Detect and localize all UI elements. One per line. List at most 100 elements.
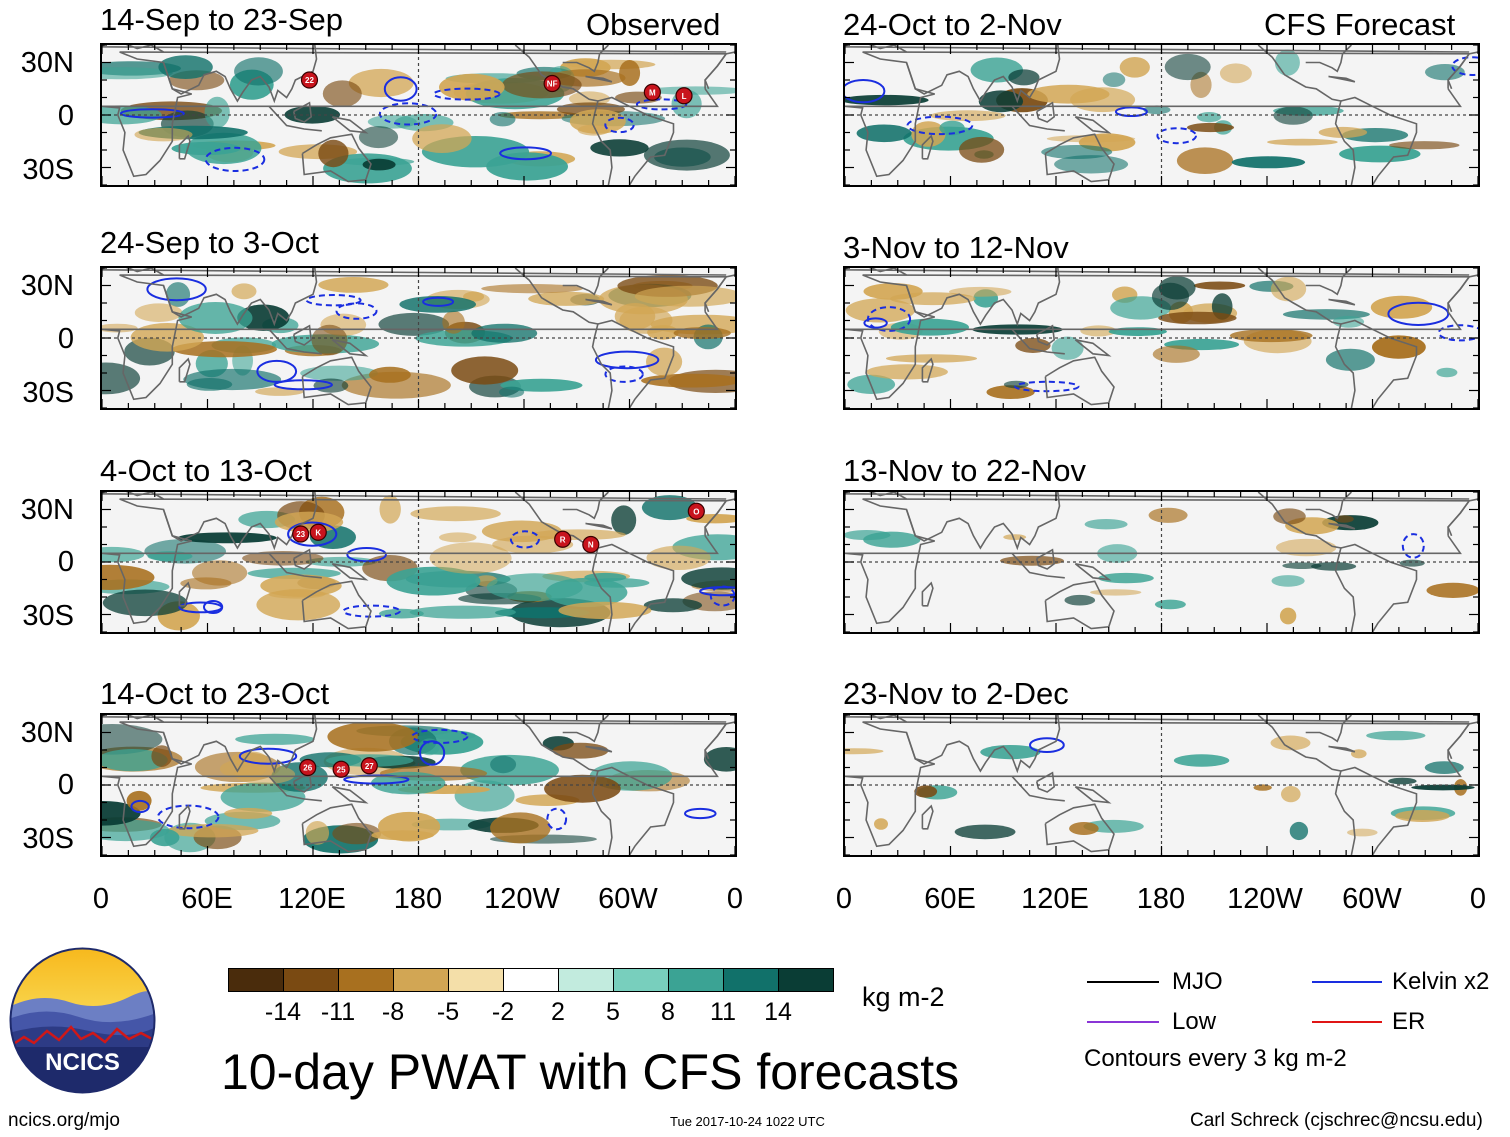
kelvin-contour bbox=[509, 530, 540, 549]
coastline bbox=[1035, 771, 1056, 793]
map-canvas: 23 K R N O bbox=[102, 492, 735, 632]
pwat-anomaly-region bbox=[1041, 145, 1113, 159]
colorbar-tick: -8 bbox=[381, 998, 405, 1026]
pwat-anomaly-region bbox=[1229, 329, 1313, 343]
storm-marker: N bbox=[582, 535, 600, 554]
map-canvas bbox=[845, 492, 1478, 632]
colorbar-tick: -11 bbox=[320, 998, 356, 1026]
storm-label: O bbox=[693, 507, 699, 516]
coastline bbox=[921, 134, 934, 160]
coastline bbox=[845, 715, 1470, 723]
pwat-anomaly-region bbox=[646, 347, 683, 376]
legend-label-er: ER bbox=[1392, 1008, 1426, 1035]
pwat-anomaly-region bbox=[1318, 126, 1368, 138]
kelvin-contour bbox=[635, 98, 688, 111]
pwat-anomaly-region bbox=[183, 368, 282, 391]
pwat-anomaly-region bbox=[489, 112, 516, 127]
colorbar-tick: -14 bbox=[264, 998, 302, 1026]
coastline bbox=[585, 522, 613, 530]
pwat-anomaly-region bbox=[235, 733, 315, 745]
pwat-anomaly-region bbox=[378, 811, 441, 842]
coastline bbox=[597, 543, 675, 632]
colorbar-tick: -5 bbox=[436, 998, 460, 1026]
coastline bbox=[102, 51, 728, 178]
pwat-anomaly-region bbox=[432, 730, 476, 740]
coastline bbox=[704, 498, 735, 537]
pwat-anomaly-region bbox=[619, 60, 641, 86]
pwat-anomaly-region bbox=[1064, 594, 1096, 606]
map-panel: 22 NF M L bbox=[100, 43, 737, 187]
pwat-anomaly-region bbox=[914, 785, 938, 798]
pwat-anomaly-region bbox=[544, 774, 621, 803]
panel-title: 24-Sep to 3-Oct bbox=[100, 225, 319, 260]
kelvin-contour bbox=[866, 306, 912, 332]
pwat-anomaly-region bbox=[619, 306, 673, 334]
map-panel: 23 K R N O bbox=[100, 490, 737, 634]
pwat-anomaly-region bbox=[890, 292, 976, 306]
coastline bbox=[102, 721, 728, 848]
pwat-anomaly-region bbox=[327, 722, 418, 752]
site-link[interactable]: ncics.org/mjo bbox=[8, 1110, 120, 1131]
coastline bbox=[268, 328, 322, 355]
coastline bbox=[102, 268, 727, 276]
coastline bbox=[704, 274, 735, 313]
lon-tick: 60W bbox=[598, 883, 658, 915]
timestamp: Tue 2017-10-24 1022 UTC bbox=[670, 1114, 825, 1129]
coastline bbox=[514, 715, 613, 855]
coastline bbox=[1257, 268, 1356, 408]
pwat-anomaly-region bbox=[192, 560, 248, 586]
coastline bbox=[1035, 548, 1056, 570]
lon-tick: 0 bbox=[835, 883, 853, 915]
coastline bbox=[301, 133, 372, 183]
pwat-anomaly-region bbox=[300, 365, 378, 381]
pwat-anomaly-region bbox=[234, 764, 296, 785]
kelvin-contour bbox=[546, 807, 568, 831]
colorbar-tick: 8 bbox=[661, 998, 675, 1026]
map-canvas bbox=[845, 268, 1478, 408]
coastline bbox=[1011, 552, 1065, 579]
coastline bbox=[162, 45, 318, 104]
coastline bbox=[1447, 51, 1478, 90]
pwat-anomaly-region bbox=[224, 807, 273, 819]
coastline bbox=[1044, 803, 1115, 853]
pwat-anomaly-region bbox=[412, 124, 472, 153]
pwat-anomaly-region bbox=[1148, 507, 1188, 523]
pwat-anomaly-region bbox=[1193, 281, 1246, 290]
lat-tick: 30S bbox=[22, 377, 74, 409]
pwat-anomaly-region bbox=[634, 285, 735, 307]
coastline bbox=[1011, 328, 1065, 355]
coastline bbox=[1340, 766, 1418, 855]
storm-label: 22 bbox=[305, 76, 314, 85]
coastline bbox=[1328, 522, 1356, 530]
pwat-anomaly-region bbox=[611, 505, 637, 535]
storm-marker: NF bbox=[543, 74, 561, 93]
kelvin-contour bbox=[346, 547, 387, 563]
coastline bbox=[1328, 298, 1356, 306]
pwat-anomaly-region bbox=[1366, 730, 1426, 741]
legend-label-mjo: MJO bbox=[1172, 968, 1223, 995]
coastline bbox=[1035, 101, 1056, 123]
lat-tick: 30N bbox=[20, 47, 74, 79]
pwat-anomaly-region bbox=[1426, 582, 1478, 598]
pwat-anomaly-region bbox=[177, 532, 277, 544]
coastline bbox=[585, 745, 613, 753]
observed-label: Observed bbox=[586, 7, 721, 42]
map-panel bbox=[843, 266, 1480, 410]
coastline bbox=[514, 268, 613, 408]
coastline bbox=[1044, 133, 1115, 183]
panel-title: 23-Nov to 2-Dec bbox=[843, 676, 1069, 711]
legend-label-kelvin: Kelvin x2 bbox=[1392, 968, 1490, 995]
pwat-anomaly-region bbox=[379, 495, 401, 524]
colorbar-swatch bbox=[613, 968, 669, 992]
pwat-anomaly-region bbox=[379, 608, 424, 619]
map-panel bbox=[843, 713, 1480, 857]
kelvin-contour bbox=[1401, 533, 1425, 559]
kelvin-contour bbox=[238, 747, 298, 765]
pwat-anomaly-region bbox=[874, 818, 888, 830]
panel-title: 13-Nov to 22-Nov bbox=[843, 453, 1086, 488]
kelvin-contour bbox=[1451, 56, 1478, 76]
kelvin-contour bbox=[422, 296, 455, 307]
pwat-anomaly-region bbox=[1289, 821, 1309, 841]
coastline bbox=[597, 319, 675, 408]
coastline bbox=[845, 45, 1470, 53]
